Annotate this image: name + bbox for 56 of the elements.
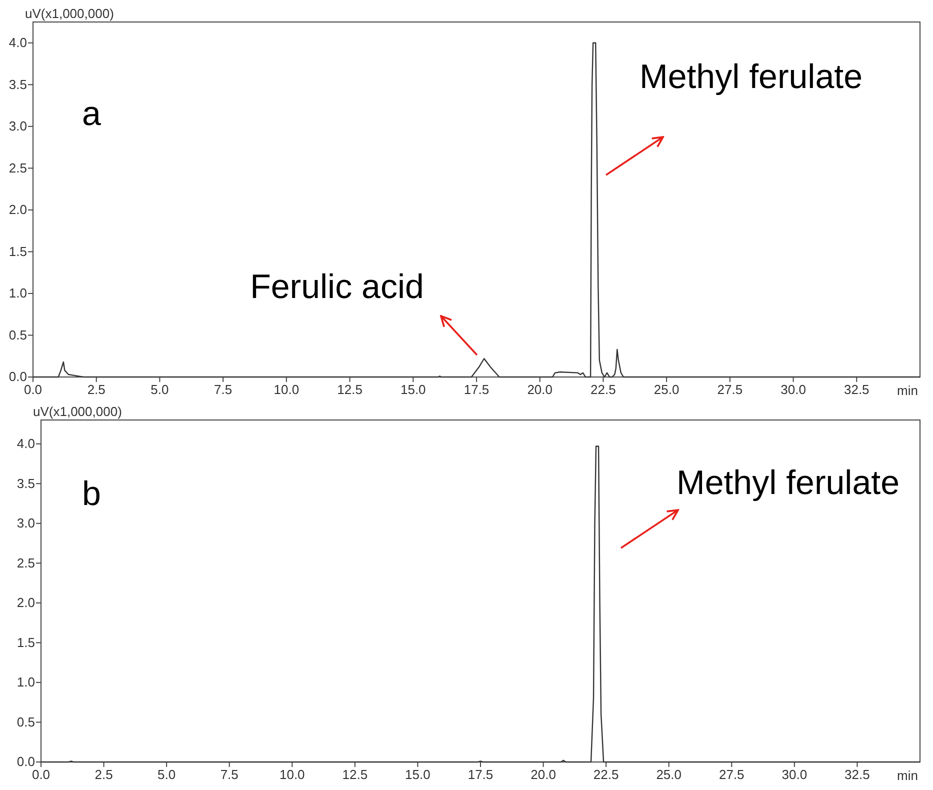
x-tick-label: 22.5 bbox=[593, 767, 619, 782]
x-tick-label: 0.0 bbox=[32, 767, 50, 782]
x-tick-label: 15.0 bbox=[405, 767, 430, 782]
y-tick-label: 1.0 bbox=[16, 674, 35, 690]
y-tick-label: 0.5 bbox=[8, 327, 27, 342]
x-tick-label: 2.5 bbox=[94, 767, 113, 782]
x-tick-label: 22.5 bbox=[590, 382, 616, 398]
x-tick-label: 17.5 bbox=[464, 382, 490, 398]
y-tick-label: 0.0 bbox=[8, 369, 27, 384]
x-tick-label: 5.0 bbox=[158, 767, 176, 782]
x-tick-label: 12.5 bbox=[342, 767, 368, 782]
x-tick-label: 17.5 bbox=[468, 767, 494, 782]
y-tick-label: 0.0 bbox=[16, 754, 35, 770]
y-tick-label: 3.0 bbox=[8, 118, 27, 134]
y-tick-label: 4.0 bbox=[8, 35, 27, 50]
x-tick-label: 7.5 bbox=[214, 382, 232, 398]
x-tick-label: 32.5 bbox=[844, 767, 870, 782]
x-tick-label: 25.0 bbox=[656, 767, 682, 782]
x-tick-label: 7.5 bbox=[220, 767, 238, 782]
y-tick-label: 2.5 bbox=[16, 555, 35, 570]
y-tick-label: 0.5 bbox=[16, 714, 35, 730]
x-tick-label: 32.5 bbox=[844, 382, 870, 398]
y-tick-label: 4.0 bbox=[16, 436, 35, 452]
annotation: a bbox=[82, 95, 101, 133]
x-tick-label: 15.0 bbox=[400, 382, 426, 398]
annotation: b bbox=[82, 475, 101, 513]
x-tick-label: 10.0 bbox=[274, 382, 300, 398]
x-tick-label: 12.5 bbox=[337, 382, 362, 398]
x-tick-label: 30.0 bbox=[782, 767, 808, 782]
y-tick-label: 2.5 bbox=[8, 160, 27, 176]
x-tick-label: 20.0 bbox=[527, 382, 553, 398]
y-tick-label: 1.0 bbox=[8, 286, 27, 301]
x-axis-title: min bbox=[897, 383, 918, 398]
x-tick-label: 25.0 bbox=[654, 382, 680, 398]
x-tick-label: 2.5 bbox=[87, 382, 106, 398]
y-tick-label: 3.5 bbox=[16, 476, 35, 491]
x-tick-label: 27.5 bbox=[717, 382, 743, 398]
y-tick-label: 2.0 bbox=[8, 202, 27, 218]
annotation: Methyl ferulate bbox=[640, 58, 862, 96]
y-axis-title: uV(x1,000,000) bbox=[33, 404, 122, 419]
x-tick-label: 5.0 bbox=[150, 382, 169, 398]
y-tick-label: 3.5 bbox=[8, 76, 27, 92]
line-series bbox=[40, 446, 921, 763]
x-tick-label: 27.5 bbox=[718, 767, 744, 782]
y-tick-label: 3.0 bbox=[16, 516, 35, 531]
x-axis-title: min bbox=[897, 768, 918, 783]
y-tick-label: 1.5 bbox=[8, 244, 27, 259]
y-tick-label: 1.5 bbox=[16, 634, 35, 650]
y-axis-title: uV(x1,000,000) bbox=[25, 6, 114, 21]
x-tick-label: 20.0 bbox=[530, 767, 556, 782]
y-tick-label: 2.0 bbox=[16, 595, 35, 610]
annotation: Methyl ferulate bbox=[676, 464, 900, 502]
x-tick-label: 10.0 bbox=[279, 767, 305, 782]
line-series bbox=[32, 42, 921, 378]
x-tick-label: 30.0 bbox=[780, 382, 806, 398]
annotation: Ferulic acid bbox=[250, 268, 424, 306]
